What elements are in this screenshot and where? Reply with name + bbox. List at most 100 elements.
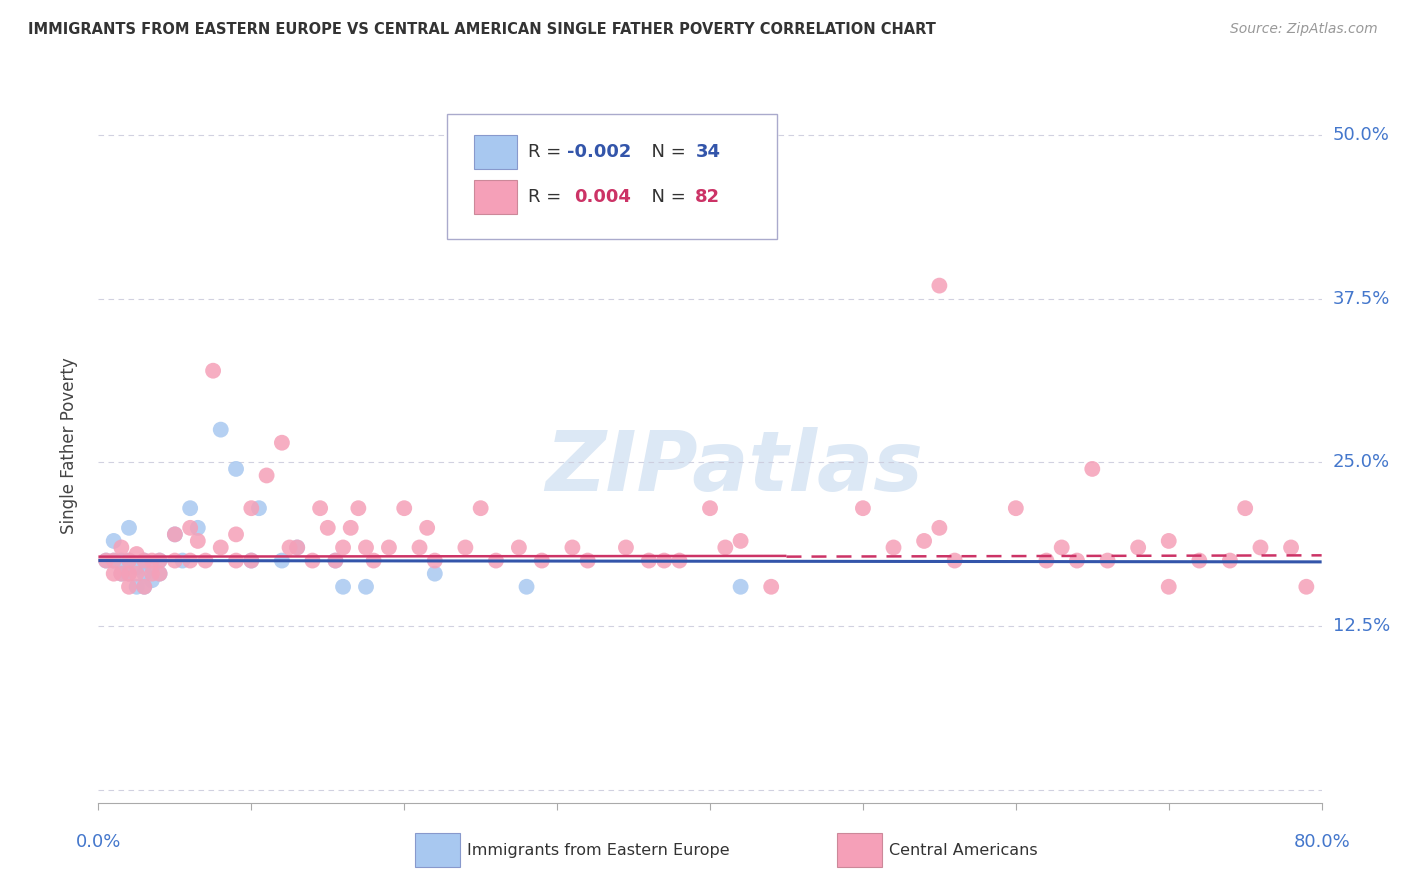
Text: 25.0%: 25.0% [1333,453,1391,471]
Text: R =: R = [527,188,572,206]
Point [149,553,172,567]
Point [1004,501,1026,516]
Point [240,553,263,567]
Point [1157,533,1180,548]
Text: N =: N = [640,188,692,206]
Text: IMMIGRANTS FROM EASTERN EUROPE VS CENTRAL AMERICAN SINGLE FATHER POVERTY CORRELA: IMMIGRANTS FROM EASTERN EUROPE VS CENTRA… [28,22,936,37]
FancyBboxPatch shape [474,135,517,169]
Point [141,553,163,567]
Point [179,501,201,516]
Point [225,527,247,541]
Point [179,521,201,535]
Point [561,541,583,555]
Point [225,462,247,476]
Point [209,541,232,555]
Point [1249,541,1271,555]
Point [1157,580,1180,594]
Point [247,501,270,516]
Point [1188,553,1211,567]
Point [668,553,690,567]
Text: 0.004: 0.004 [574,188,631,206]
Point [1128,541,1150,555]
Point [637,219,661,234]
Point [485,553,508,567]
Point [408,541,430,555]
Point [652,553,675,567]
Point [209,423,232,437]
Point [1035,553,1057,567]
Point [285,541,308,555]
Point [759,580,782,594]
Text: Central Americans: Central Americans [889,843,1038,857]
Point [325,553,347,567]
Point [141,566,163,581]
Point [347,501,370,516]
Text: 82: 82 [696,188,720,206]
Point [103,566,125,581]
Point [1097,553,1119,567]
Text: N =: N = [640,143,692,161]
Point [103,553,125,567]
Point [94,553,117,567]
Point [576,553,599,567]
Point [149,566,172,581]
Point [125,547,148,561]
Point [928,278,950,293]
Text: 0.0%: 0.0% [76,833,121,851]
Point [354,541,377,555]
Point [392,501,416,516]
Point [118,580,141,594]
Point [454,541,477,555]
Point [423,566,446,581]
Point [316,521,339,535]
Point [256,468,278,483]
FancyBboxPatch shape [474,180,517,214]
Point [423,553,446,567]
Point [325,553,347,567]
Point [730,533,752,548]
Text: R =: R = [527,143,567,161]
Text: 34: 34 [696,143,720,161]
Point [285,541,308,555]
Point [110,566,132,581]
Point [134,566,156,581]
Point [125,580,148,594]
Text: 37.5%: 37.5% [1333,290,1391,308]
Point [470,501,492,516]
Y-axis label: Single Father Poverty: Single Father Poverty [59,358,77,534]
Point [516,580,538,594]
Point [699,501,721,516]
Point [118,553,141,567]
Point [1234,501,1257,516]
Point [194,553,217,567]
Point [202,364,225,378]
Point [1081,462,1104,476]
Point [339,521,361,535]
Point [149,566,172,581]
Point [163,553,186,567]
Point [125,566,148,581]
Point [118,553,141,567]
Point [125,560,148,574]
Point [94,553,117,567]
Text: ZIPatlas: ZIPatlas [546,427,924,508]
Text: 12.5%: 12.5% [1333,617,1391,635]
Point [363,553,385,567]
Text: Immigrants from Eastern Europe: Immigrants from Eastern Europe [467,843,730,857]
Point [110,566,132,581]
Point [270,553,292,567]
Point [270,435,292,450]
Text: 50.0%: 50.0% [1333,126,1389,144]
Point [332,541,354,555]
Point [309,501,332,516]
Point [149,553,172,567]
Point [378,541,401,555]
Point [134,580,156,594]
Text: 80.0%: 80.0% [1294,833,1350,851]
Point [730,580,752,594]
Point [240,501,263,516]
Point [103,553,125,567]
Point [134,553,156,567]
Point [110,553,132,567]
Point [134,580,156,594]
